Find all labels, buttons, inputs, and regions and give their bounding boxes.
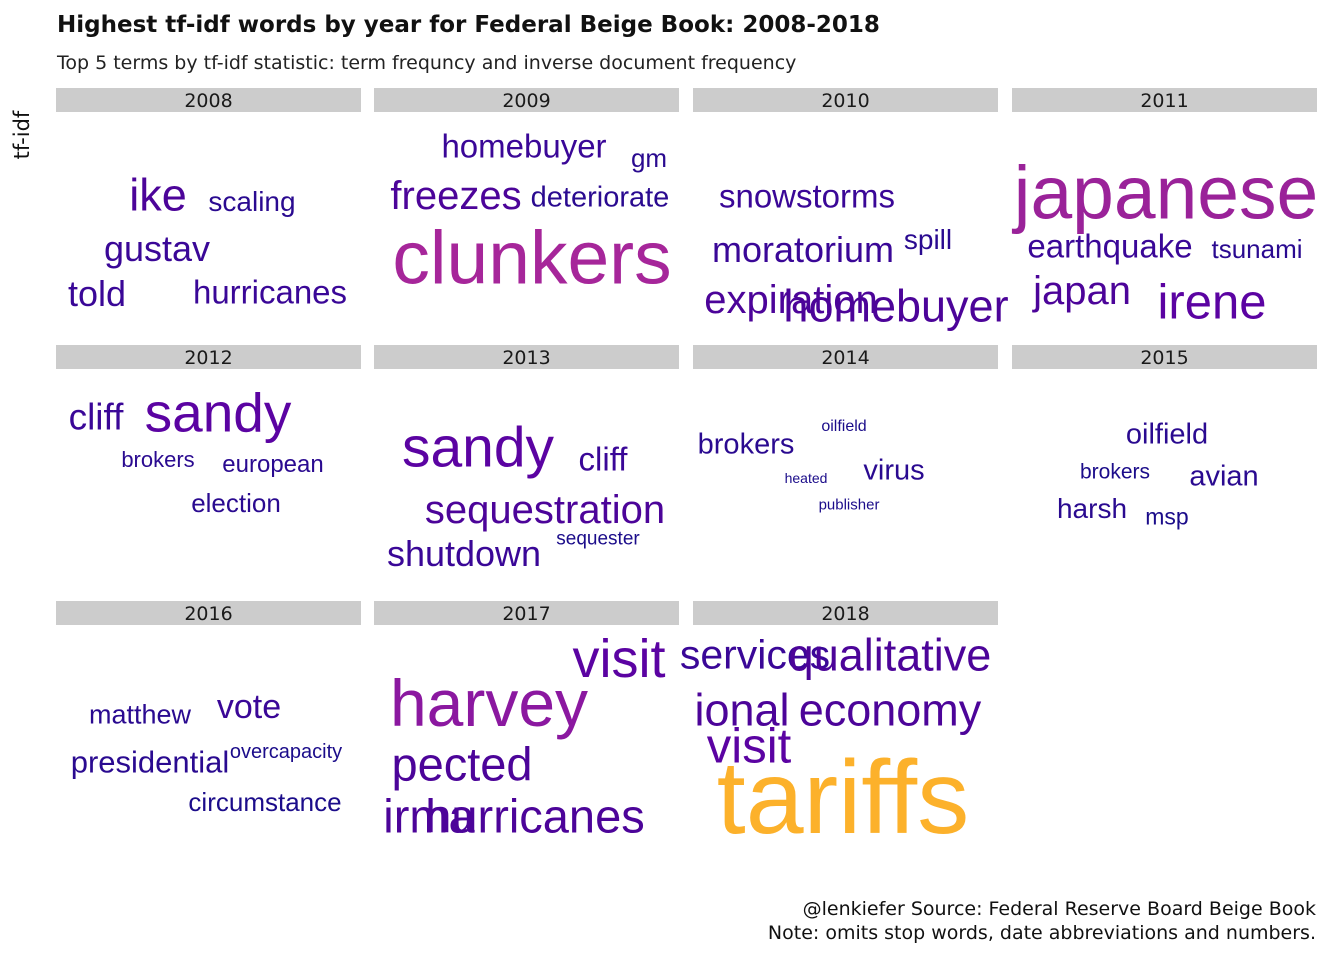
y-axis-label: tf-idf [10,110,34,160]
word-ional: ional [694,684,790,736]
facet-strip-label: 2014 [693,345,998,369]
facet-panel-2018: 2018 services qualitative ional economy visit… [680,601,998,856]
facet-strip-label: 2010 [693,88,998,112]
facet-panel-2017: 2017 visit harvey pected irma hurricanes [374,601,679,851]
word-hurricanes: hurricanes [425,789,645,843]
word-economy: economy [798,684,982,736]
word-gm: gm [630,143,668,173]
facet-strip-label: 2013 [374,345,679,369]
word-gustav: gustav [103,228,211,269]
word-avian: avian [1189,460,1259,493]
facet-panel-2016: 2016 matthew vote presidential overcapacity c… [56,601,361,851]
facet-strip-label: 2012 [56,345,361,369]
word-sequester: sequester [556,528,640,550]
facet-panel-2012: 2012 cliff sandy brokers european election [56,345,361,595]
facet-panel-2009: 2009 homebuyer gm freezes deteriorate clunker… [374,88,679,338]
word-harvey: harvey [389,666,589,740]
facet-panel-2014: 2014 brokers oilfield virus heated publisher [693,345,998,595]
word-brokers: brokers [1079,460,1151,484]
word-oilfield: oilfield [821,418,867,435]
word-brokers: brokers [697,428,795,461]
facet-strip-label: 2015 [1012,345,1317,369]
word-oilfield: oilfield [1125,418,1209,451]
word-cliff: cliff [68,396,124,438]
word-sequestration: sequestration [424,488,666,532]
word-told: told [67,273,127,314]
word-deteriorate: deteriorate [530,181,670,214]
facet-strip-label: 2008 [56,88,361,112]
word-visit: visit [572,629,666,689]
word-heated: heated [784,470,828,486]
word-presidential: presidential [70,744,230,780]
caption-note: Note: omits stop words, date abbreviatio… [767,922,1316,944]
word-publisher: publisher [818,496,880,514]
chart-title: Highest tf-idf words by year for Federal… [57,12,880,38]
word-snowstorms: snowstorms [718,177,896,215]
word-overcapacity: overcapacity [229,741,343,763]
facet-strip-label: 2017 [374,601,679,625]
word-brokers: brokers [121,447,195,472]
word-shutdown: shutdown [386,533,542,574]
facet-panel-2011: 2011 japanese earthquake tsunami japan irene [1012,88,1319,338]
facet-panel-2015: 2015 oilfield brokers avian harsh msp [1012,345,1317,595]
word-qualitative: qualitative [788,629,992,681]
word-spill: spill [903,224,953,255]
facet-panel-2013: 2013 sandy cliff sequestration shutdown seque… [374,345,679,595]
word-sandy: sandy [401,415,555,480]
word-freezes: freezes [390,174,522,218]
facet-strip-label: 2018 [693,601,998,625]
word-harsh: harsh [1056,493,1128,524]
word-sandy: sandy [144,381,292,444]
word-pected: pected [391,737,533,791]
word-tsunami: tsunami [1211,234,1303,264]
word-european: european [222,451,324,478]
word-ike: ike [129,169,187,221]
word-virus: virus [863,454,925,487]
word-clunkers: clunkers [392,215,672,300]
word-moratorium: moratorium [711,229,895,270]
caption-source: @lenkiefer Source: Federal Reserve Board… [802,898,1316,920]
word-vote: vote [216,688,282,726]
facet-panel-2008: 2008 ike scaling gustav told hurricanes [56,88,361,338]
word-japan: japan [1033,269,1131,313]
word-japanese: japanese [1013,150,1319,235]
word-matthew: matthew [88,699,192,730]
word-cliff: cliff [578,440,628,478]
word-expiration: expiration [704,278,878,322]
word-msp: msp [1145,503,1189,530]
word-homebuyer: homebuyer [783,280,1009,332]
word-irma: irma [383,789,475,843]
facet-strip-label: 2011 [1012,88,1317,112]
word-tariffs: tariffs [716,740,970,856]
word-circumstance: circumstance [188,787,342,817]
word-earthquake: earthquake [1027,227,1193,265]
word-election: election [191,488,281,518]
word-scaling: scaling [208,186,296,217]
facet-panel-2010: 2010 snowstorms moratorium spill expiration h… [693,88,1009,338]
word-hurricanes: hurricanes [192,273,348,311]
word-irene: irene [1157,275,1267,330]
facet-strip-label: 2016 [56,601,361,625]
word-services: services [679,631,831,678]
word-homebuyer: homebuyer [441,127,607,165]
chart-subtitle: Top 5 terms by tf-idf statistic: term fr… [57,52,797,74]
word-visit: visit [706,719,792,774]
facet-strip-label: 2009 [374,88,679,112]
